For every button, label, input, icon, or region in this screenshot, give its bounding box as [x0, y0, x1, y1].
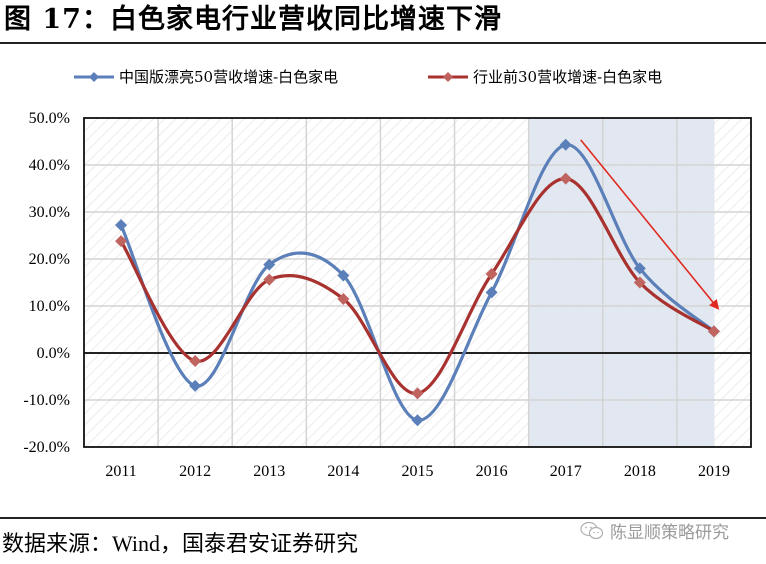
- chart-legend: 中国版漂亮50营收增速-白色家电 行业前30营收增速-白色家电: [0, 66, 766, 88]
- y-tick-label: 40.0%: [29, 157, 70, 174]
- x-tick-label: 2016: [476, 463, 508, 480]
- series-pretty50: [115, 138, 720, 427]
- watermark: 陈显顺策略研究: [580, 518, 729, 543]
- footer-divider: [0, 517, 766, 519]
- data-point-diamond-icon: [559, 172, 572, 185]
- x-tick-label: 2011: [105, 463, 136, 480]
- x-tick-label: 2014: [327, 463, 359, 480]
- x-tick-label: 2013: [253, 463, 285, 480]
- legend-line-diamond-icon: [428, 71, 468, 82]
- y-tick-label: -10.0%: [23, 392, 70, 409]
- y-tick-label: 50.0%: [29, 110, 70, 127]
- data-series: [115, 138, 720, 427]
- legend-line-diamond-icon: [74, 71, 114, 82]
- wechat-icon: [580, 521, 604, 539]
- data-point-diamond-icon: [633, 276, 646, 289]
- data-point-diamond-icon: [485, 268, 498, 281]
- x-tick-label: 2019: [698, 463, 730, 480]
- data-point-diamond-icon: [559, 138, 572, 151]
- legend-label: 行业前30营收增速-白色家电: [473, 68, 663, 86]
- data-point-diamond-icon: [115, 219, 128, 232]
- title-divider: [0, 42, 766, 44]
- x-axis: 2011 2012 2013 2014 2015 2016 2017 2018 2019: [105, 463, 730, 480]
- data-point-diamond-icon: [485, 286, 498, 299]
- data-point-diamond-icon: [411, 387, 424, 400]
- data-point-diamond-icon: [707, 325, 720, 338]
- data-point-diamond-icon: [411, 414, 424, 427]
- data-source: 数据来源：Wind，国泰君安证券研究: [2, 531, 358, 556]
- data-point-diamond-icon: [337, 269, 350, 282]
- data-point-diamond-icon: [633, 262, 646, 275]
- y-tick-label: 0.0%: [37, 345, 70, 362]
- y-tick-label: 20.0%: [29, 251, 70, 268]
- data-point-diamond-icon: [337, 292, 350, 305]
- y-tick-label: 30.0%: [29, 204, 70, 221]
- y-tick-label: -20.0%: [23, 439, 70, 456]
- x-tick-label: 2017: [550, 463, 582, 480]
- highlight-region: [528, 118, 715, 447]
- trend-arrow: [580, 139, 720, 310]
- data-point-diamond-icon: [189, 354, 202, 367]
- legend-item-top30: 行业前30营收增速-白色家电: [427, 66, 662, 87]
- x-tick-label: 2015: [402, 463, 434, 480]
- x-tick-label: 2018: [624, 463, 656, 480]
- data-point-diamond-icon: [263, 258, 276, 271]
- data-point-diamond-icon: [263, 273, 276, 286]
- series-top30: [115, 172, 720, 400]
- legend-label: 中国版漂亮50营收增速-白色家电: [119, 68, 339, 86]
- x-tick-label: 2012: [179, 463, 211, 480]
- legend-item-pretty50: 中国版漂亮50营收增速-白色家电: [73, 66, 338, 87]
- data-point-diamond-icon: [115, 235, 128, 248]
- y-axis: 50.0% 40.0% 30.0% 20.0% 10.0% 0.0% -10.0% -20.0…: [23, 110, 70, 456]
- data-point-diamond-icon: [189, 379, 202, 392]
- y-tick-label: 10.0%: [29, 298, 70, 315]
- watermark-text: 陈显顺策略研究: [610, 523, 729, 543]
- figure-title: 图 17：白色家电行业营收同比增速下滑: [4, 4, 502, 35]
